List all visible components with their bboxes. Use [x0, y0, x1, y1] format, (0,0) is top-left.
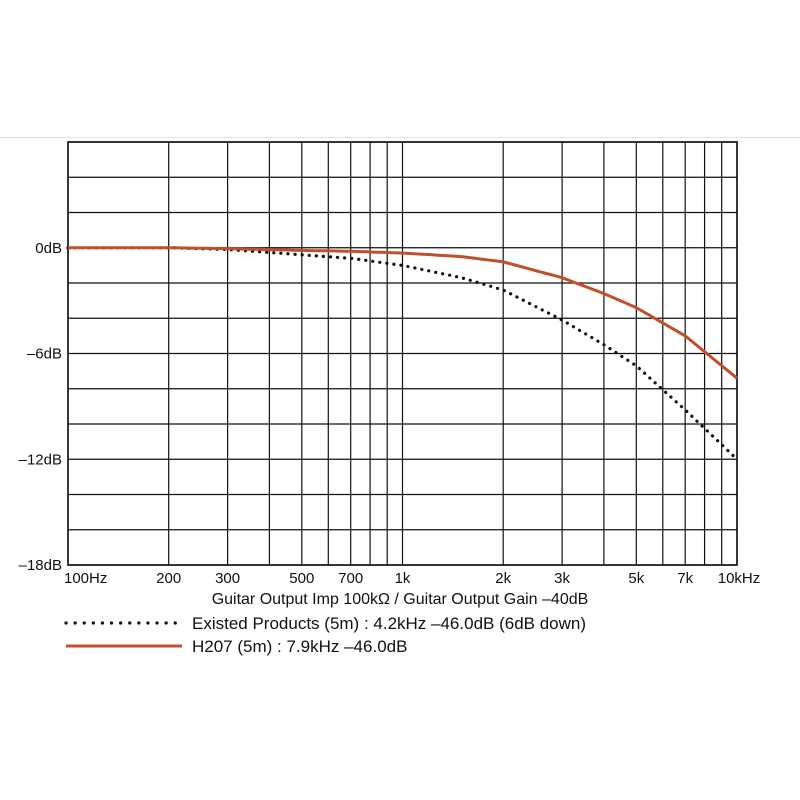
- legend-label-h207: H207 (5m) : 7.9kHz –46.0dB: [192, 637, 407, 656]
- series-line-1: [68, 246, 738, 380]
- x-tick-label: 5k: [628, 570, 644, 587]
- x-tick-label: 500: [289, 570, 314, 587]
- legend-label-existed: Existed Products (5m) : 4.2kHz –46.0dB (…: [192, 614, 586, 633]
- x-tick-label: 3k: [554, 570, 570, 587]
- x-tick-label: 300: [215, 570, 240, 587]
- y-tick-label: 0dB: [35, 240, 62, 257]
- y-tick-labels: 0dB –6dB –12dB –18dB: [19, 240, 62, 574]
- series-group: [66, 246, 739, 461]
- x-tick-label: 100Hz: [64, 570, 107, 587]
- y-tick-label: –6dB: [27, 346, 62, 363]
- grid: [67, 141, 738, 566]
- y-tick-label: –12dB: [19, 451, 62, 468]
- x-tick-label: 1k: [395, 570, 411, 587]
- x-tick-labels: 100Hz 200 300 500 700 1k 2k 3k 5k 7k 10kHz: [64, 570, 760, 587]
- x-axis-title: Guitar Output Imp 100kΩ / Guitar Output …: [212, 591, 589, 608]
- top-divider: [0, 137, 800, 138]
- plot-frame: [67, 141, 738, 566]
- x-tick-label: 200: [156, 570, 181, 587]
- x-tick-label: 700: [338, 570, 363, 587]
- x-tick-label: 10kHz: [718, 570, 761, 587]
- x-tick-label: 7k: [677, 570, 693, 587]
- legend: Existed Products (5m) : 4.2kHz –46.0dB (…: [64, 614, 586, 656]
- x-tick-label: 2k: [495, 570, 511, 587]
- y-tick-label: –18dB: [19, 557, 62, 574]
